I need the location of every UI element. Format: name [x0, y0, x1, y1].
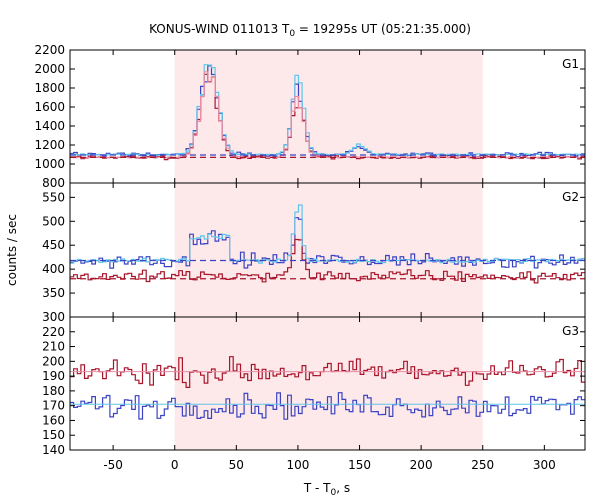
y-tick-label: 2000 [34, 62, 65, 76]
panel-g1: 800 1000 1200 1400 1600 1800 2000 2200 G1 [34, 43, 586, 190]
y-tick-label: 1200 [34, 138, 65, 152]
light-curve-blue [70, 392, 585, 420]
y-tick-label: 200 [42, 354, 65, 368]
light-curve-red [70, 356, 585, 388]
x-tick-label: 250 [471, 458, 494, 472]
panel-series [70, 356, 585, 420]
y-tick-label: 180 [42, 384, 65, 398]
light-curve-cyan [70, 204, 585, 264]
chart-title-subscript: 0 [289, 29, 295, 39]
panel-label: G1 [562, 57, 579, 71]
x-tick-label: 150 [348, 458, 371, 472]
y-tick-label: 1800 [34, 81, 65, 95]
y-tick-label: 170 [42, 399, 65, 413]
y-tick-label: 400 [42, 262, 65, 276]
y-tick-label: 350 [42, 286, 65, 300]
y-tick-label: 160 [42, 413, 65, 427]
y-tick-label: 1400 [34, 119, 65, 133]
y-tick-label: 150 [42, 428, 65, 442]
y-tick-label: 450 [42, 238, 65, 252]
y-tick-label: 500 [42, 214, 65, 228]
x-tick-label: 50 [229, 458, 244, 472]
y-tick-label: 2200 [34, 43, 65, 57]
y-tick-label: 190 [42, 369, 65, 383]
shaded-interval [174, 50, 483, 450]
light-curve-red [70, 238, 585, 284]
x-axis-label-main: T - T [303, 481, 331, 495]
x-tick-label: 0 [171, 458, 179, 472]
panel-series [70, 204, 585, 284]
x-tick-label: 200 [410, 458, 433, 472]
panel-series [70, 64, 585, 161]
y-tick-label: 210 [42, 340, 65, 354]
x-axis-label-rest: , s [336, 481, 350, 495]
x-tick-label: -50 [103, 458, 123, 472]
panel-frame [69, 316, 586, 451]
panel-g2: 300 350 400 450 500 550 G2 [42, 182, 586, 324]
chart-title-rest: = 19295s UT (05:21:35.000) [295, 22, 471, 36]
y-tick-label: 1000 [34, 157, 65, 171]
y-axis-label: counts / sec [5, 214, 19, 286]
x-tick-label: 100 [286, 458, 309, 472]
panel-label: G2 [562, 190, 579, 204]
x-axis-label: T - T0, s [303, 481, 350, 498]
y-tick-label: 550 [42, 190, 65, 204]
panel-label: G3 [562, 324, 579, 338]
y-tick-label: 1600 [34, 100, 65, 114]
y-tick-label: 140 [42, 443, 65, 457]
y-tick-label: 800 [42, 176, 65, 190]
y-tick-label: 220 [42, 325, 65, 339]
chart-title-main: KONUS-WIND 011013 T [149, 22, 290, 36]
x-tick-label: 300 [533, 458, 556, 472]
chart-title: KONUS-WIND 011013 T0 = 19295s UT (05:21:… [149, 22, 471, 39]
x-axis-label-subscript: 0 [331, 488, 337, 498]
y-tick-label: 300 [42, 310, 65, 324]
